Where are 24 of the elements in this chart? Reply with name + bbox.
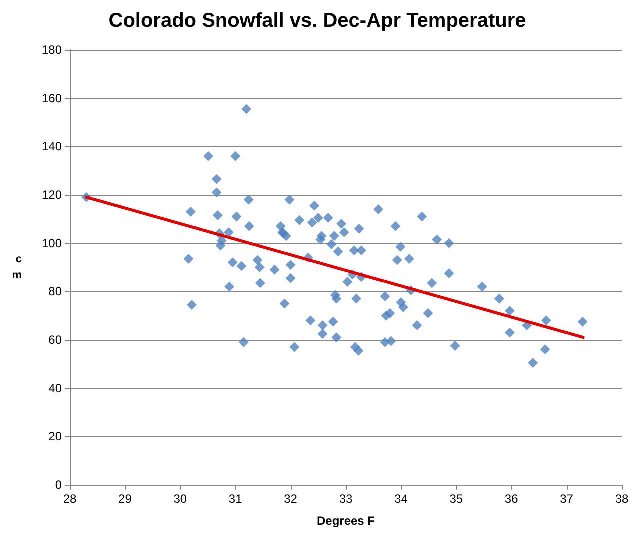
x-tick-label: 33 (339, 492, 353, 506)
y-tick-label: 0 (55, 478, 62, 492)
y-tick-label: 120 (42, 188, 62, 202)
x-tick-label: 32 (284, 492, 298, 506)
chart-title: Colorado Snowfall vs. Dec-Apr Temperature (108, 10, 526, 32)
x-tick-label: 36 (504, 492, 519, 506)
x-tick-label: 29 (118, 492, 132, 506)
y-tick-label: 180 (42, 43, 62, 57)
x-tick-label: 38 (615, 492, 629, 506)
y-tick-label: 40 (48, 381, 62, 396)
y-tick-label: 60 (48, 333, 62, 347)
y-axis-title: cm (12, 254, 22, 282)
y-tick-label: 140 (42, 140, 62, 154)
x-axis-title: Degrees F (316, 514, 376, 528)
x-tick-label: 30 (174, 492, 188, 506)
y-tick-label: 100 (42, 236, 62, 250)
x-tick-label: 34 (394, 492, 408, 506)
y-tick-label: 80 (48, 284, 62, 299)
x-tick-label: 28 (63, 492, 77, 506)
y-tick-label: 20 (48, 430, 62, 444)
x-tick-label: 37 (560, 492, 574, 506)
x-tick-label: 31 (228, 492, 243, 506)
y-tick-label: 160 (42, 91, 62, 106)
x-tick-label: 35 (450, 492, 464, 506)
